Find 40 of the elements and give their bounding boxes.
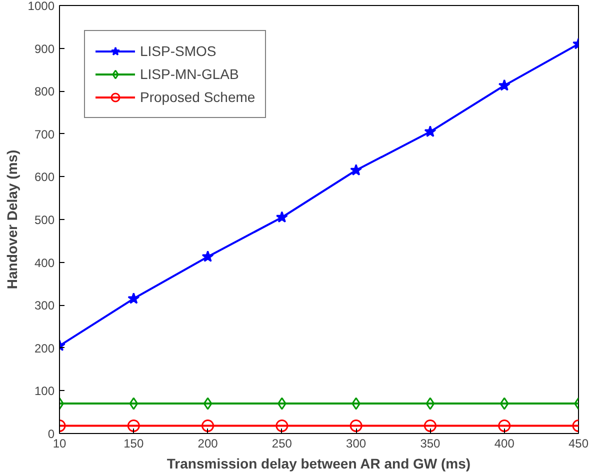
y-axis-title: Handover Delay (ms) xyxy=(4,150,20,290)
y-tick-label: 300 xyxy=(34,298,55,313)
point xyxy=(350,420,362,432)
legend-label: Proposed Scheme xyxy=(140,89,256,105)
y-tick-label: 1000 xyxy=(28,0,55,13)
y-tick-label: 700 xyxy=(34,127,55,142)
x-tick-label: 200 xyxy=(198,436,218,450)
point xyxy=(498,79,510,91)
x-tick-label: 400 xyxy=(494,436,515,450)
x-tick-label: 450 xyxy=(568,436,589,450)
point xyxy=(424,420,436,432)
y-tick-label: 500 xyxy=(34,213,55,227)
legend-label: LISP-SMOS xyxy=(140,43,216,59)
point xyxy=(128,292,140,304)
point xyxy=(202,420,214,432)
y-tick-label: 800 xyxy=(34,84,55,99)
y-tick-label: 900 xyxy=(34,42,55,56)
point xyxy=(202,250,214,262)
x-tick-label: 150 xyxy=(124,436,144,450)
y-tick-label: 100 xyxy=(34,384,55,398)
y-tick-label: 600 xyxy=(34,170,55,184)
point xyxy=(426,397,435,410)
legend-label: LISP-MN-GLAB xyxy=(140,66,239,82)
point xyxy=(127,420,140,432)
x-tick-label: 10 xyxy=(52,436,66,450)
x-tick-label: 350 xyxy=(420,436,441,450)
y-tick-label: 200 xyxy=(34,341,55,356)
x-tick-label: 300 xyxy=(346,436,366,450)
point xyxy=(500,397,509,410)
point xyxy=(203,397,212,410)
point xyxy=(276,420,288,432)
point xyxy=(129,397,138,410)
point xyxy=(350,164,362,176)
point xyxy=(498,420,511,432)
y-tick-label: 400 xyxy=(34,256,55,270)
x-axis-title: Transmission delay between AR and GW (ms) xyxy=(166,456,471,472)
point xyxy=(276,211,288,223)
point xyxy=(424,126,436,137)
y-tick-label: 0 xyxy=(48,427,55,441)
x-tick-label: 250 xyxy=(272,436,292,450)
